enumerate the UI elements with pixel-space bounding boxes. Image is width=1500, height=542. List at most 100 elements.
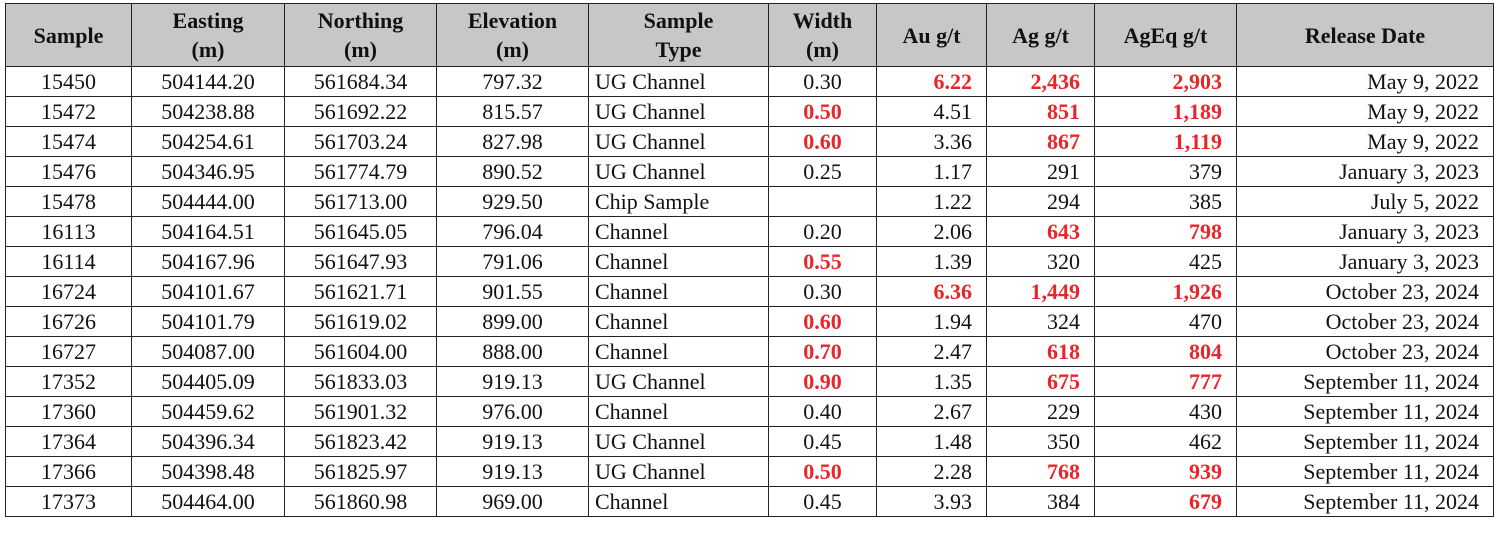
- table-row: 15478 504444.00 561713.00 929.50 Chip Sample…: [5, 186, 1494, 217]
- table-cell: Channel: [588, 216, 769, 247]
- table-cell: 791.06: [436, 246, 589, 277]
- table-cell: Channel: [588, 336, 769, 367]
- table-cell: 504238.88: [131, 96, 285, 127]
- table-cell: 0.30: [768, 66, 877, 97]
- table-cell: 0.45: [768, 426, 877, 457]
- table-cell: 919.13: [436, 426, 589, 457]
- table-cell: 2.67: [876, 396, 987, 427]
- column-header: Release Date: [1236, 3, 1494, 67]
- table-cell: 618: [986, 336, 1095, 367]
- data-table: Sample Easting (m) Northing (m) Elevation (…: [5, 3, 1494, 517]
- table-cell: 16113: [5, 216, 132, 247]
- table-cell: 561823.42: [284, 426, 437, 457]
- table-cell: 15476: [5, 156, 132, 187]
- column-header: AgEq g/t: [1094, 3, 1237, 67]
- table-cell: 0.30: [768, 276, 877, 307]
- table-cell: 561647.93: [284, 246, 437, 277]
- table-cell: 0.60: [768, 306, 877, 337]
- table-cell: UG Channel: [588, 126, 769, 157]
- table-cell: 1.35: [876, 366, 987, 397]
- table-cell: 15478: [5, 186, 132, 217]
- table-cell: 679: [1094, 486, 1237, 517]
- table-cell: 16114: [5, 246, 132, 277]
- table-cell: January 3, 2023: [1236, 216, 1494, 247]
- table-cell: UG Channel: [588, 156, 769, 187]
- table-cell: 796.04: [436, 216, 589, 247]
- table-cell: 919.13: [436, 366, 589, 397]
- table-cell: Channel: [588, 246, 769, 277]
- table-cell: UG Channel: [588, 66, 769, 97]
- table-cell: 17360: [5, 396, 132, 427]
- table-row: 15472 504238.88 561692.22 815.57 UG Channel 0…: [5, 96, 1494, 127]
- table-cell: 1.22: [876, 186, 987, 217]
- table-cell: 798: [1094, 216, 1237, 247]
- table-cell: 16724: [5, 276, 132, 307]
- table-cell: 425: [1094, 246, 1237, 277]
- table-cell: 561621.71: [284, 276, 437, 307]
- table-cell: 0.40: [768, 396, 877, 427]
- table-cell: 0.45: [768, 486, 877, 517]
- column-header: Sample: [5, 3, 132, 67]
- table-cell: October 23, 2024: [1236, 306, 1494, 337]
- table-cell: 561901.32: [284, 396, 437, 427]
- header-row: Sample Easting (m) Northing (m) Elevation (…: [5, 3, 1494, 67]
- column-header: Sample Type: [588, 3, 769, 67]
- table-cell: 6.36: [876, 276, 987, 307]
- table-cell: 320: [986, 246, 1095, 277]
- table-cell: [768, 186, 877, 217]
- table-cell: 919.13: [436, 456, 589, 487]
- table-cell: 768: [986, 456, 1095, 487]
- table-cell: January 3, 2023: [1236, 246, 1494, 277]
- table-cell: 797.32: [436, 66, 589, 97]
- table-cell: Channel: [588, 396, 769, 427]
- table-cell: 504164.51: [131, 216, 285, 247]
- table-cell: July 5, 2022: [1236, 186, 1494, 217]
- table-cell: 6.22: [876, 66, 987, 97]
- table-cell: 804: [1094, 336, 1237, 367]
- table-cell: 504398.48: [131, 456, 285, 487]
- table-row: 17360 504459.62 561901.32 976.00 Channel 0.40…: [5, 396, 1494, 427]
- table-cell: 867: [986, 126, 1095, 157]
- table-cell: 0.60: [768, 126, 877, 157]
- table-cell: 0.20: [768, 216, 877, 247]
- table-cell: 561604.00: [284, 336, 437, 367]
- table-cell: 899.00: [436, 306, 589, 337]
- table-cell: 561774.79: [284, 156, 437, 187]
- table-header: Sample Easting (m) Northing (m) Elevation (…: [5, 3, 1494, 67]
- table-row: 17364 504396.34 561823.42 919.13 UG Channel 0…: [5, 426, 1494, 457]
- table-body: 15450 504144.20 561684.34 797.32 UG Channel 0…: [5, 66, 1494, 517]
- table-cell: 890.52: [436, 156, 589, 187]
- column-header: Easting (m): [131, 3, 285, 67]
- table-row: 16726 504101.79 561619.02 899.00 Channel 0.60…: [5, 306, 1494, 337]
- table-cell: 851: [986, 96, 1095, 127]
- table-cell: 504459.62: [131, 396, 285, 427]
- column-header: Width (m): [768, 3, 877, 67]
- table-row: 16727 504087.00 561604.00 888.00 Channel 0.70…: [5, 336, 1494, 367]
- table-cell: 0.55: [768, 246, 877, 277]
- table-cell: 827.98: [436, 126, 589, 157]
- table-cell: 504087.00: [131, 336, 285, 367]
- table-cell: 504144.20: [131, 66, 285, 97]
- table-cell: 504346.95: [131, 156, 285, 187]
- table-cell: 643: [986, 216, 1095, 247]
- table-cell: 561619.02: [284, 306, 437, 337]
- table-cell: 15474: [5, 126, 132, 157]
- table-row: 16113 504164.51 561645.05 796.04 Channel 0.20…: [5, 216, 1494, 247]
- table-cell: 3.93: [876, 486, 987, 517]
- table-cell: September 11, 2024: [1236, 426, 1494, 457]
- column-header: Ag g/t: [986, 3, 1095, 67]
- table-cell: Channel: [588, 306, 769, 337]
- table-cell: 470: [1094, 306, 1237, 337]
- table-row: 16724 504101.67 561621.71 901.55 Channel 0.30…: [5, 276, 1494, 307]
- table-cell: 561692.22: [284, 96, 437, 127]
- table-cell: 777: [1094, 366, 1237, 397]
- table-cell: May 9, 2022: [1236, 66, 1494, 97]
- table-cell: 0.50: [768, 96, 877, 127]
- table-cell: 504101.67: [131, 276, 285, 307]
- table-cell: 0.50: [768, 456, 877, 487]
- table-cell: September 11, 2024: [1236, 366, 1494, 397]
- table-cell: 324: [986, 306, 1095, 337]
- table-cell: 17364: [5, 426, 132, 457]
- table-cell: 3.36: [876, 126, 987, 157]
- table-cell: Channel: [588, 276, 769, 307]
